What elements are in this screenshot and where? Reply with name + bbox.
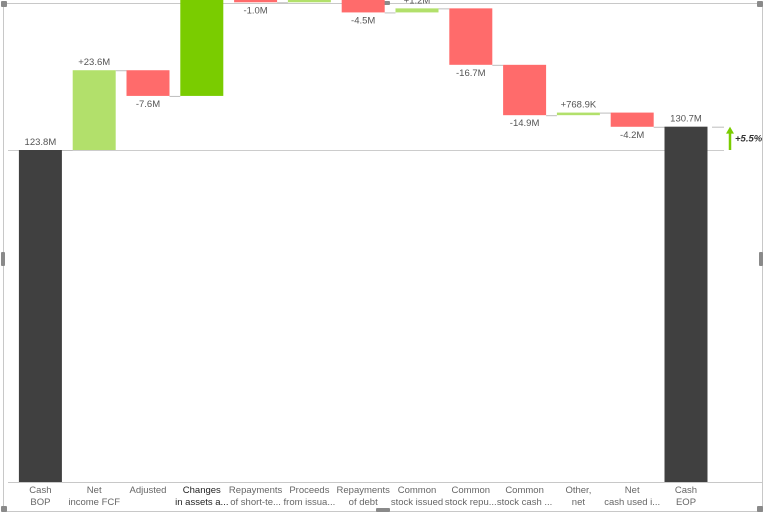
change-percent-label: +5.5% bbox=[735, 133, 763, 144]
category-label-3-0: Changes bbox=[183, 485, 221, 496]
category-label-11-1: cash used i... bbox=[604, 497, 660, 508]
category-label-2-0: Adjusted bbox=[130, 485, 167, 496]
chart-bars bbox=[18, 0, 708, 482]
category-label-4-0: Repayments bbox=[229, 485, 283, 496]
bar-3 bbox=[180, 0, 224, 96]
resize-handle-top-left[interactable] bbox=[1, 1, 7, 7]
category-label-12-1: EOP bbox=[676, 497, 696, 508]
value-label-11: -4.2M bbox=[620, 130, 644, 141]
bar-9 bbox=[503, 64, 547, 116]
bar-5 bbox=[287, 0, 331, 3]
category-label-7-0: Common bbox=[398, 485, 437, 496]
bar-1 bbox=[72, 70, 116, 150]
resize-handle-right[interactable] bbox=[759, 252, 763, 266]
bar-0 bbox=[18, 150, 62, 482]
category-label-6-1: of debt bbox=[349, 497, 378, 508]
category-label-10-1: net bbox=[572, 497, 586, 508]
resize-handle-bottom-left[interactable] bbox=[1, 506, 7, 512]
value-label-1: +23.6M bbox=[78, 57, 110, 68]
category-label-12-0: Cash bbox=[675, 485, 697, 496]
category-label-1-1: income FCF bbox=[68, 497, 120, 508]
category-label-9-1: stock cash ... bbox=[497, 497, 552, 508]
value-labels: 123.8M+23.6M-7.6M+28.7M-1.0M+1.5M-4.5M+1… bbox=[25, 0, 702, 148]
connector-lines bbox=[8, 2, 762, 483]
bar-12 bbox=[664, 126, 708, 482]
value-label-12: 130.7M bbox=[670, 114, 702, 125]
bar-4 bbox=[234, 0, 278, 3]
bar-8 bbox=[449, 8, 493, 65]
category-label-6-0: Repayments bbox=[337, 485, 391, 496]
category-label-1-0: Net bbox=[87, 485, 102, 496]
resize-handle-bottom[interactable] bbox=[376, 508, 390, 512]
value-label-2: -7.6M bbox=[136, 99, 160, 110]
category-label-4-1: of short-te... bbox=[230, 497, 281, 508]
value-label-6: -4.5M bbox=[351, 15, 375, 26]
category-label-5-0: Proceeds bbox=[289, 485, 329, 496]
category-label-8-1: stock repu... bbox=[445, 497, 497, 508]
change-arrow-head bbox=[726, 126, 734, 134]
bar-2 bbox=[126, 70, 170, 96]
category-label-5-1: from issua... bbox=[284, 497, 336, 508]
resize-handle-bottom-right[interactable] bbox=[757, 506, 763, 512]
bar-10 bbox=[556, 112, 600, 116]
category-label-9-0: Common bbox=[505, 485, 544, 496]
value-label-0: 123.8M bbox=[25, 137, 57, 148]
change-indicator: +5.5% bbox=[712, 126, 763, 150]
bar-11 bbox=[610, 112, 654, 127]
category-label-11-0: Net bbox=[625, 485, 640, 496]
category-label-10-0: Other, bbox=[565, 485, 591, 496]
bar-7 bbox=[395, 8, 439, 13]
category-label-7-1: stock issued bbox=[391, 497, 443, 508]
value-label-8: -16.7M bbox=[456, 68, 486, 79]
value-label-7: +1.2M bbox=[404, 0, 431, 6]
category-label-0-1: BOP bbox=[30, 497, 50, 508]
value-label-4: -1.0M bbox=[243, 5, 267, 16]
value-label-9: -14.9M bbox=[510, 118, 540, 129]
category-label-3-1: in assets a... bbox=[175, 497, 228, 508]
category-label-8-0: Common bbox=[452, 485, 491, 496]
resize-handle-top-right[interactable] bbox=[757, 1, 763, 7]
value-label-10: +768.9K bbox=[561, 100, 597, 111]
resize-handle-left[interactable] bbox=[1, 252, 5, 266]
category-label-0-0: Cash bbox=[29, 485, 51, 496]
bar-6 bbox=[341, 0, 385, 13]
